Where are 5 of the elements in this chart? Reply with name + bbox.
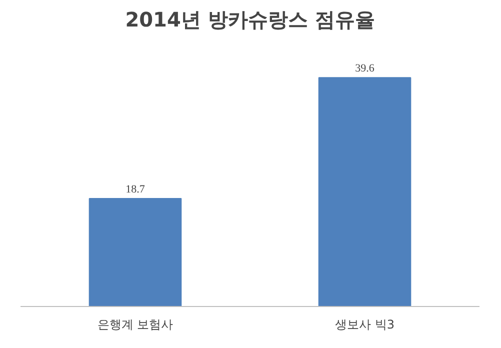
data-label: 18.7: [126, 183, 146, 196]
x-tick-label: 은행계 보험사: [97, 318, 174, 332]
x-tick-label: 생보사 빅3: [335, 318, 394, 332]
data-label: 39.6: [355, 62, 375, 75]
chart-title: 2014년 방카슈랑스 점유율: [125, 8, 375, 32]
